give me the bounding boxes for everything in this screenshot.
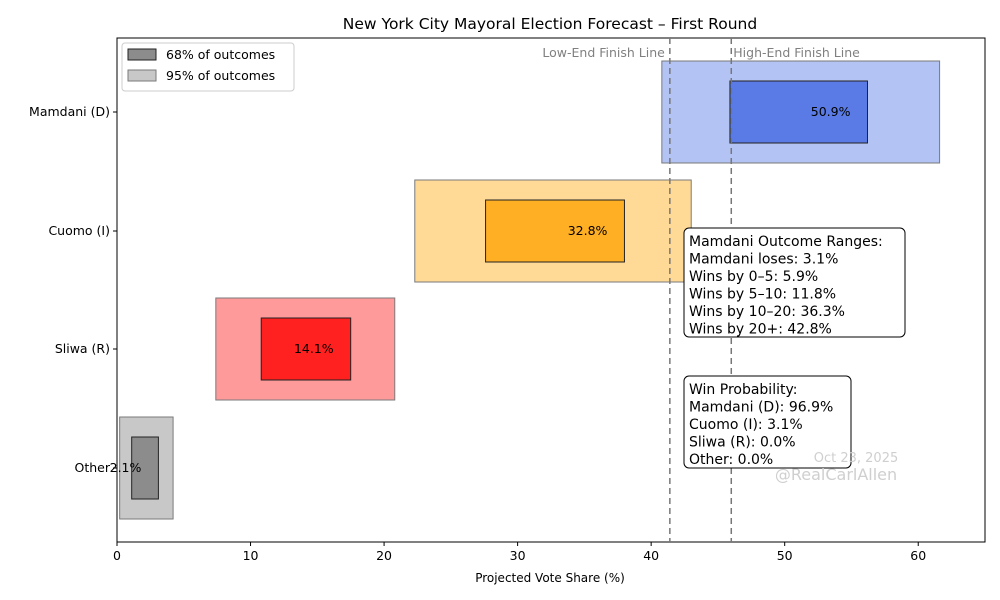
y-tick-label: Cuomo (I) xyxy=(48,223,110,238)
y-tick-label: Other xyxy=(75,460,111,475)
bar-68-range xyxy=(729,80,868,144)
win-probability-line: Win Probability: xyxy=(689,382,797,398)
chart-title: New York City Mayoral Election Forecast … xyxy=(343,15,757,33)
outcome-ranges-line: Mamdani loses: 3.1% xyxy=(689,252,838,268)
bar-68-range xyxy=(260,317,352,381)
outcome-ranges-line: Wins by 20+: 42.8% xyxy=(689,322,832,338)
data-label: 50.9% xyxy=(811,104,851,119)
win-probability-line: Sliwa (R): 0.0% xyxy=(689,435,796,451)
outcome-ranges-line: Mamdani Outcome Ranges: xyxy=(689,234,883,250)
x-tick-label: 40 xyxy=(643,548,659,563)
watermark-handle: @RealCarlAllen xyxy=(775,465,897,484)
legend-entry: 68% of outcomes xyxy=(166,47,275,62)
win-probability-box xyxy=(683,375,852,469)
data-label: 2.1% xyxy=(110,460,142,475)
legend-entry: 95% of outcomes xyxy=(166,68,275,83)
bar-95-range xyxy=(215,297,396,401)
outcome-ranges-line: Wins by 5–10: 11.8% xyxy=(689,287,836,303)
bar-68-range xyxy=(485,199,625,263)
win-probability-line: Other: 0.0% xyxy=(689,452,773,468)
legend-swatch xyxy=(127,48,157,61)
watermark-date: Oct 23, 2025 xyxy=(814,451,899,466)
win-probability-line: Cuomo (I): 3.1% xyxy=(689,417,803,433)
outcome-ranges-box xyxy=(683,227,906,338)
plot-frame xyxy=(116,37,986,543)
bar-95-range xyxy=(119,416,174,520)
x-tick-label: 20 xyxy=(376,548,392,563)
y-tick-label: Sliwa (R) xyxy=(55,341,110,356)
outcome-ranges-line: Wins by 10–20: 36.3% xyxy=(689,304,845,320)
legend-swatch xyxy=(127,69,157,82)
data-label: 14.1% xyxy=(294,341,334,356)
x-tick-label: 10 xyxy=(243,548,259,563)
x-tick-label: 50 xyxy=(777,548,793,563)
x-axis-label: Projected Vote Share (%) xyxy=(475,571,625,585)
plot-area: 50.9% Mamdani (D) 32.8% Cuomo (I) 14.1% Sliwa… xyxy=(29,37,986,563)
bar-68-range xyxy=(131,436,159,500)
finish-line-label: Low-End Finish Line xyxy=(542,45,665,60)
x-tick-label: 60 xyxy=(910,548,926,563)
x-tick-label: 0 xyxy=(113,548,121,563)
outcome-ranges-line: Wins by 0–5: 5.9% xyxy=(689,269,818,285)
legend-box xyxy=(121,42,295,92)
y-tick-label: Mamdani (D) xyxy=(29,104,110,119)
finish-line-label: High-End Finish Line xyxy=(733,45,860,60)
x-tick-label: 30 xyxy=(510,548,526,563)
data-label: 32.8% xyxy=(568,223,608,238)
win-probability-line: Mamdani (D): 96.9% xyxy=(689,400,833,416)
bar-95-range xyxy=(661,60,941,164)
